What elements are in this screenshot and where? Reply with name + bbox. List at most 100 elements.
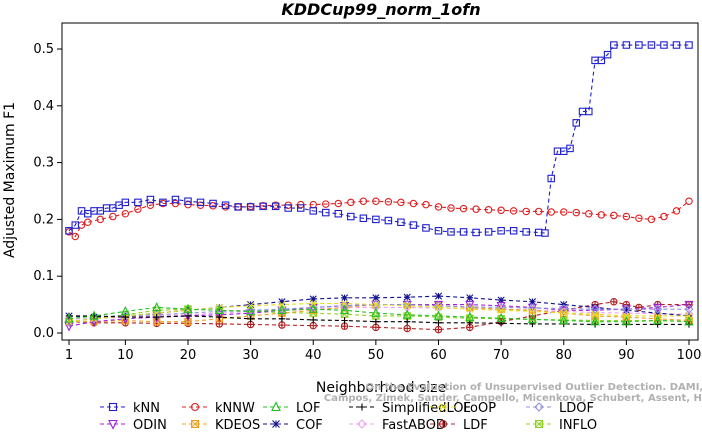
legend-item-lof: LOF (263, 401, 321, 416)
data-point (234, 203, 242, 211)
y-tick-label: 0.3 (33, 156, 54, 171)
data-point (434, 292, 443, 300)
data-point (509, 227, 518, 235)
data-point (159, 198, 167, 207)
data-point (108, 402, 118, 412)
data-point (496, 302, 506, 312)
data-point (216, 313, 223, 321)
series-line (68, 44, 689, 234)
data-point (340, 294, 349, 302)
data-point (534, 402, 544, 412)
data-point (560, 309, 568, 317)
plot-area: 1 10 20 30 40 50 60 70 80 90 100 0.0 0.1 0.2 0.3 0.4 0.5 (33, 22, 701, 363)
data-point (522, 228, 530, 236)
data-point (384, 216, 393, 225)
data-point (278, 298, 286, 306)
legend-label: kNNW (215, 401, 255, 416)
series-line (68, 306, 690, 323)
data-point (433, 310, 444, 320)
data-point (635, 214, 643, 223)
data-point (278, 301, 286, 309)
data-point (359, 197, 368, 205)
data-point (108, 419, 118, 430)
data-point (403, 302, 411, 310)
data-point (590, 304, 600, 314)
data-point (635, 41, 643, 49)
data-point (547, 174, 555, 183)
legend-label: LOF (296, 401, 321, 416)
chart-title: KDDCup99_norm_1ofn (281, 0, 480, 19)
x-tick-label: 10 (117, 348, 134, 363)
series-knn (65, 41, 693, 237)
data-point (559, 315, 569, 325)
data-point (497, 206, 505, 215)
data-point (547, 208, 555, 216)
legend-label: LDOF (559, 401, 594, 416)
data-point (308, 303, 318, 313)
data-point (672, 41, 681, 49)
credit-line-1: On the Evaluation of Unsupervised Outlie… (366, 382, 702, 393)
data-point (465, 311, 475, 321)
data-point (359, 214, 368, 223)
data-point (184, 197, 192, 205)
data-point (466, 305, 474, 313)
data-point (372, 215, 380, 224)
data-point (439, 403, 447, 411)
series-line (68, 302, 689, 323)
data-point (190, 419, 200, 429)
data-point (271, 401, 281, 412)
data-point (84, 218, 92, 226)
data-point (246, 305, 256, 316)
data-point (559, 208, 568, 216)
x-tick-label: 30 (242, 348, 259, 363)
data-point (591, 310, 599, 318)
data-point (459, 228, 468, 236)
data-point (534, 207, 543, 216)
legend-label: LoOP (463, 401, 496, 416)
data-point (340, 301, 350, 311)
data-point (403, 293, 411, 301)
data-point (402, 309, 412, 319)
data-point (65, 227, 73, 235)
data-point (347, 198, 355, 207)
data-point (653, 304, 663, 314)
data-point (484, 228, 493, 236)
data-point (497, 296, 505, 304)
data-point (472, 205, 480, 213)
data-point (247, 301, 255, 309)
data-point (339, 304, 350, 315)
data-point (77, 221, 86, 229)
data-point (497, 306, 505, 314)
data-point (622, 212, 631, 221)
data-point (277, 304, 287, 314)
data-point (64, 322, 74, 332)
data-point (621, 316, 631, 326)
data-point (259, 202, 267, 211)
legend-item-simplifiedlof: SimplifiedLOF (349, 401, 471, 416)
legend-item-kdeos: KDEOS (182, 418, 260, 433)
data-point (341, 317, 348, 324)
data-point (409, 221, 418, 229)
legend-label: INFLO (559, 418, 597, 433)
data-point (541, 229, 549, 237)
series-line (69, 315, 689, 326)
data-point (685, 312, 693, 320)
data-point (153, 313, 160, 321)
data-point (509, 207, 518, 215)
data-point (152, 302, 162, 312)
data-point (522, 207, 530, 216)
data-point (309, 299, 317, 308)
y-tick-label: 0.0 (33, 326, 54, 341)
data-point (221, 201, 230, 209)
data-point (271, 202, 280, 211)
data-point (196, 198, 205, 207)
credit-line-2: Campos, Zimek, Sander, Campello, Micenko… (324, 393, 702, 404)
data-point (171, 195, 180, 204)
data-point (64, 313, 74, 323)
data-point (622, 41, 631, 49)
data-point (685, 197, 693, 205)
data-point (497, 227, 505, 235)
data-point (397, 218, 405, 226)
legend-item-knn: kNN (100, 401, 160, 416)
